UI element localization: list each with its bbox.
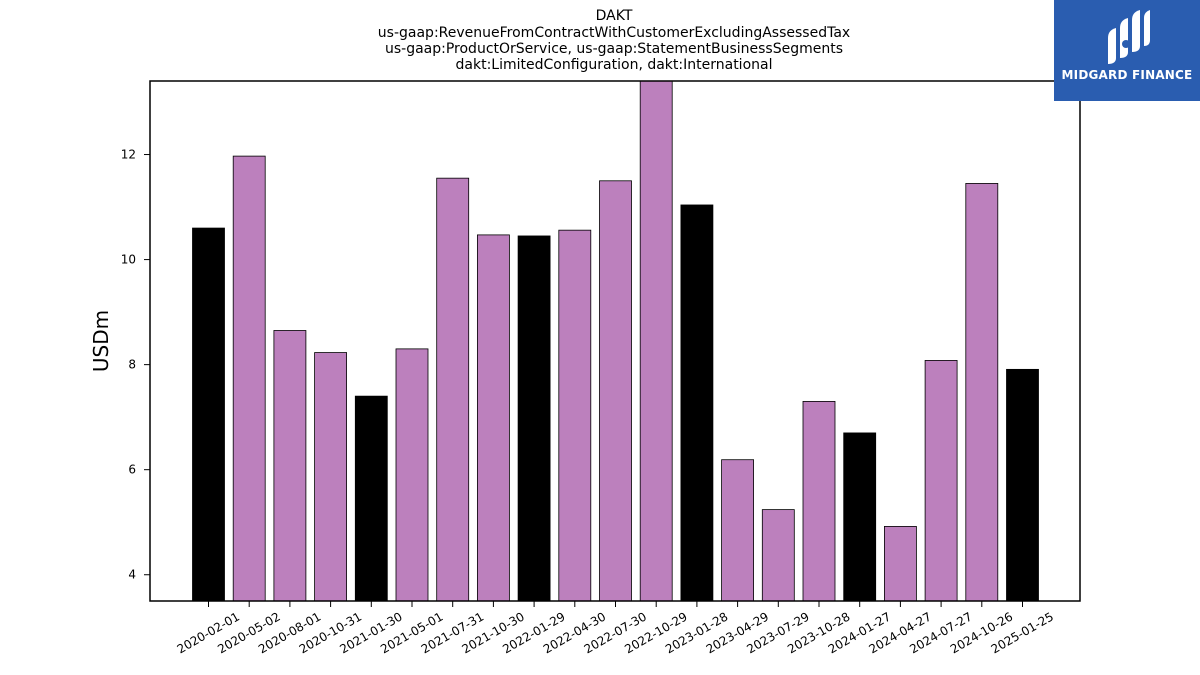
x-axis-ticks: 2020-02-012020-05-022020-08-012020-10-31… — [175, 601, 1056, 656]
y-tick-label: 10 — [121, 253, 136, 267]
bar-2023-10-28 — [802, 400, 836, 602]
logo-mark-icon — [1108, 10, 1150, 64]
logo-text: MIDGARD FINANCE — [1061, 68, 1193, 82]
y-tick-label: 8 — [128, 358, 136, 372]
title-line-1: DAKT — [596, 8, 633, 24]
bar-2021-10-30 — [476, 234, 510, 602]
bar-2020-05-02 — [232, 155, 266, 602]
title-line-4: dakt:LimitedConfiguration, dakt:Internat… — [456, 57, 773, 73]
bar-2020-02-01 — [192, 227, 225, 602]
y-tick-label: 4 — [128, 568, 136, 582]
bar-2021-01-30 — [354, 395, 388, 602]
bar-2022-07-30 — [599, 180, 632, 602]
bar-2025-01-25 — [1006, 368, 1039, 602]
bar-2022-01-29 — [517, 235, 551, 602]
bar-2024-01-27 — [843, 432, 877, 602]
title-line-3: us-gaap:ProductOrService, us-gaap:Statem… — [385, 41, 843, 57]
y-tick-label: 12 — [121, 148, 136, 162]
bar-2023-01-28 — [680, 204, 714, 602]
bar-2021-07-31 — [436, 177, 470, 602]
y-axis-label: USDm — [89, 310, 113, 372]
bar-2020-10-31 — [314, 352, 348, 602]
bar-2023-07-29 — [761, 509, 795, 602]
bar-2022-10-29 — [639, 80, 673, 602]
title-line-2: us-gaap:RevenueFromContractWithCustomerE… — [378, 25, 850, 41]
bar-2021-05-01 — [395, 348, 429, 602]
y-tick-label: 6 — [128, 463, 136, 477]
bar-2023-04-29 — [721, 459, 754, 602]
plot-frame — [149, 80, 1081, 602]
midgard-finance-logo: MIDGARD FINANCE — [1054, 0, 1200, 101]
bar-2020-08-01 — [273, 330, 307, 602]
bar-2022-04-30 — [558, 229, 592, 602]
y-axis-ticks: 4 6 8 10 12 — [121, 148, 150, 582]
chart-title: DAKT us-gaap:RevenueFromContractWithCust… — [378, 8, 850, 73]
bar-2024-10-26 — [965, 183, 999, 602]
bar-2024-07-27 — [924, 360, 958, 602]
bars — [192, 80, 1039, 602]
bar-2024-04-27 — [884, 526, 917, 602]
